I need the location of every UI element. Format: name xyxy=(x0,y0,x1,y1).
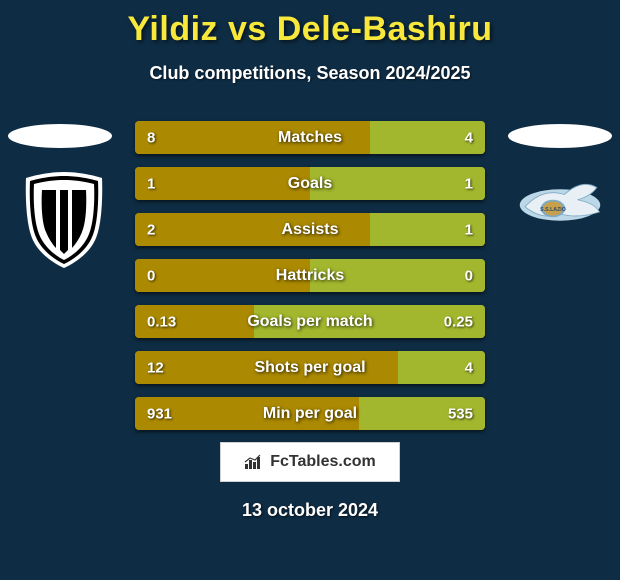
player-oval-left xyxy=(8,124,112,148)
value-right: 0.25 xyxy=(444,313,473,330)
value-right: 535 xyxy=(448,405,473,422)
infographic-container: Yildiz vs Dele-Bashiru Club competitions… xyxy=(0,0,620,580)
value-right: 0 xyxy=(465,267,473,284)
svg-text:S.S.LAZIO: S.S.LAZIO xyxy=(540,207,566,213)
value-left: 931 xyxy=(147,405,172,422)
value-left: 1 xyxy=(147,175,155,192)
bar-right xyxy=(310,167,485,200)
stat-row-mpg: 931 Min per goal 535 xyxy=(135,397,485,430)
stat-label: Hattricks xyxy=(276,267,344,285)
chart-icon xyxy=(244,454,264,470)
stat-row-gpm: 0.13 Goals per match 0.25 xyxy=(135,305,485,338)
value-right: 1 xyxy=(465,175,473,192)
stat-label: Goals per match xyxy=(247,313,372,331)
date-label: 13 october 2024 xyxy=(242,500,378,521)
team-crest-left xyxy=(14,170,114,270)
value-left: 0 xyxy=(147,267,155,284)
stat-row-hattricks: 0 Hattricks 0 xyxy=(135,259,485,292)
stat-label: Matches xyxy=(278,129,342,147)
value-left: 8 xyxy=(147,129,155,146)
stat-row-matches: 8 Matches 4 xyxy=(135,121,485,154)
stat-label: Min per goal xyxy=(263,405,357,423)
bar-left xyxy=(135,167,310,200)
stat-row-spg: 12 Shots per goal 4 xyxy=(135,351,485,384)
stats-rows: 8 Matches 4 1 Goals 1 2 Assists 1 0 Hatt… xyxy=(135,121,485,443)
stat-row-assists: 2 Assists 1 xyxy=(135,213,485,246)
stat-label: Assists xyxy=(282,221,339,239)
comparison-title: Yildiz vs Dele-Bashiru xyxy=(0,0,620,49)
value-right: 4 xyxy=(465,129,473,146)
stat-row-goals: 1 Goals 1 xyxy=(135,167,485,200)
comparison-subtitle: Club competitions, Season 2024/2025 xyxy=(0,63,620,84)
value-left: 2 xyxy=(147,221,155,238)
player-oval-right xyxy=(508,124,612,148)
source-label: FcTables.com xyxy=(270,453,376,471)
value-left: 12 xyxy=(147,359,164,376)
stat-label: Shots per goal xyxy=(254,359,365,377)
value-right: 1 xyxy=(465,221,473,238)
team-crest-right: S.S.LAZIO xyxy=(514,170,606,240)
source-badge: FcTables.com xyxy=(220,442,400,482)
stat-label: Goals xyxy=(288,175,332,193)
value-left: 0.13 xyxy=(147,313,176,330)
value-right: 4 xyxy=(465,359,473,376)
